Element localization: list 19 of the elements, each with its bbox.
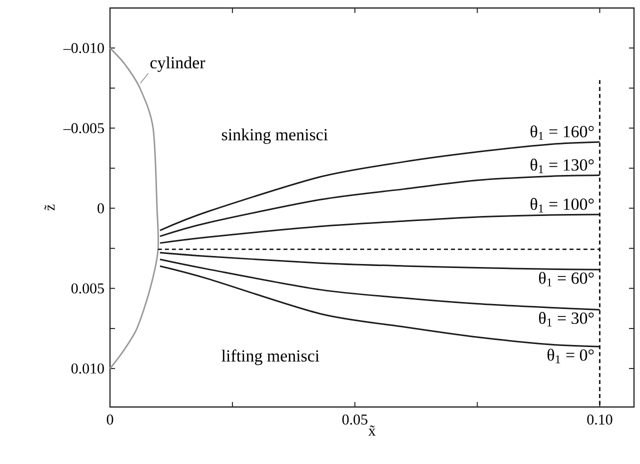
annotation: cylinder	[150, 56, 206, 72]
x-tick-label: 0.05	[342, 414, 368, 425]
legend-label: θ$_{1}$ = 100°	[530, 198, 594, 212]
legend-label: θ$_{1}$ = 30°	[539, 312, 594, 326]
annotation: lifting menisci	[222, 350, 320, 366]
y-tick-label: –0.010	[63, 42, 104, 54]
y-tick-label: –0.005	[63, 123, 104, 134]
y-tick-label: 0	[98, 203, 104, 214]
annotation: sinking menisci	[222, 128, 328, 144]
legend-label: θ$_{1}$ = 130°	[530, 158, 594, 174]
x-tick-label: 0	[106, 414, 114, 425]
x-tick-label: 0.10	[587, 414, 612, 425]
y-axis-title: z̃	[44, 204, 55, 210]
legend-label: θ$_{1}$ = 160°	[530, 125, 594, 140]
x-axis-title: x̃	[368, 426, 376, 436]
y-tick-label: 0.005	[71, 283, 104, 294]
y-tick-label: 0.010	[71, 363, 104, 374]
series-label: θ$_{1}$ = 0°	[548, 348, 594, 364]
legend-label: θ$_{1}$ = 60°	[539, 272, 594, 286]
